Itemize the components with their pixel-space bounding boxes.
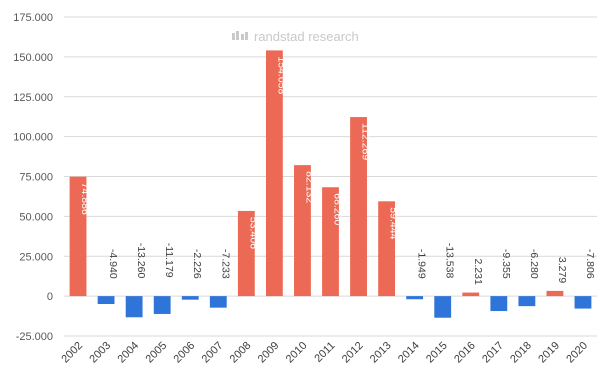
x-axis: 2002 2003 2004 2005 2006 2007 2008 2009 2010 2011… <box>59 340 590 366</box>
x-tick-label: 2019 <box>536 340 562 366</box>
data-label: 2.231 <box>472 259 484 285</box>
x-tick-label: 2002 <box>59 340 85 366</box>
data-label: -2.226 <box>191 249 203 279</box>
bar <box>69 176 87 297</box>
x-tick-label: 2008 <box>228 340 254 366</box>
watermark-text: randstad research <box>254 29 359 44</box>
x-tick-label: 2018 <box>508 340 534 366</box>
y-tick-label: 0 <box>47 291 53 303</box>
y-tick-label: 75.000 <box>19 172 53 184</box>
data-label: 74.886 <box>79 183 91 215</box>
y-tick-label: 25.000 <box>19 251 53 263</box>
data-label: -7.233 <box>219 249 231 279</box>
x-tick-label: 2016 <box>452 340 478 366</box>
data-label: -13.260 <box>135 243 147 279</box>
bars <box>69 50 592 318</box>
bar <box>97 296 115 305</box>
x-tick-label: 2015 <box>424 340 450 366</box>
data-label: -11.179 <box>163 243 175 278</box>
y-tick-label: -25.000 <box>16 331 53 343</box>
x-tick-label: 2017 <box>480 340 506 366</box>
bar <box>181 296 199 300</box>
bar <box>322 187 339 297</box>
gridlines <box>64 16 597 337</box>
bar <box>434 296 452 318</box>
x-tick-label: 2004 <box>115 340 141 366</box>
x-tick-label: 2014 <box>396 340 422 366</box>
data-label: 3.279 <box>556 257 568 283</box>
data-label: 112.269 <box>360 123 372 160</box>
bar <box>518 296 536 307</box>
x-tick-label: 2007 <box>200 340 226 366</box>
data-label: 154.058 <box>275 56 287 94</box>
watermark: randstad research <box>232 29 359 44</box>
x-tick-label: 2009 <box>256 340 282 366</box>
data-labels: 74.886 -4.940 -13.260 -11.179 -2.226 -7.233 53… <box>79 56 596 285</box>
data-label: -1.949 <box>416 249 428 279</box>
bar <box>125 296 143 318</box>
x-tick-label: 2020 <box>564 340 590 366</box>
bar <box>546 290 564 297</box>
x-tick-label: 2012 <box>340 340 366 366</box>
bar <box>378 201 396 297</box>
bar <box>406 296 424 300</box>
bar <box>490 296 508 312</box>
y-axis: -25.000 0 25.000 50.000 75.000 100.000 125.000… <box>13 12 53 343</box>
bar <box>574 296 592 309</box>
bar <box>294 165 311 297</box>
y-tick-label: 100.000 <box>13 132 53 144</box>
data-label: 53.406 <box>247 217 259 249</box>
y-tick-label: 125.000 <box>13 92 53 104</box>
bar <box>350 117 367 297</box>
x-tick-label: 2010 <box>284 340 310 366</box>
y-tick-label: 150.000 <box>13 52 53 64</box>
bar <box>265 50 283 297</box>
y-tick-label: 50.000 <box>19 211 53 223</box>
bar <box>462 292 480 297</box>
x-tick-label: 2013 <box>368 340 394 366</box>
x-tick-label: 2006 <box>172 340 198 366</box>
data-label: -6.280 <box>528 249 540 279</box>
data-label: 68.260 <box>332 193 344 225</box>
y-tick-label: 175.000 <box>13 12 53 24</box>
x-tick-label: 2011 <box>312 340 337 365</box>
bar <box>237 210 255 297</box>
data-label: 82.132 <box>303 171 315 203</box>
data-label: 59.444 <box>388 207 400 239</box>
data-label: -13.538 <box>444 243 456 279</box>
data-label: -7.806 <box>584 249 596 279</box>
randstad-logo-icon <box>232 31 248 40</box>
data-label: -4.940 <box>107 249 119 279</box>
bar <box>153 296 171 314</box>
x-tick-label: 2005 <box>144 340 170 366</box>
x-tick-label: 2003 <box>87 340 113 366</box>
bar <box>209 296 227 308</box>
data-label: -9.355 <box>500 249 512 279</box>
